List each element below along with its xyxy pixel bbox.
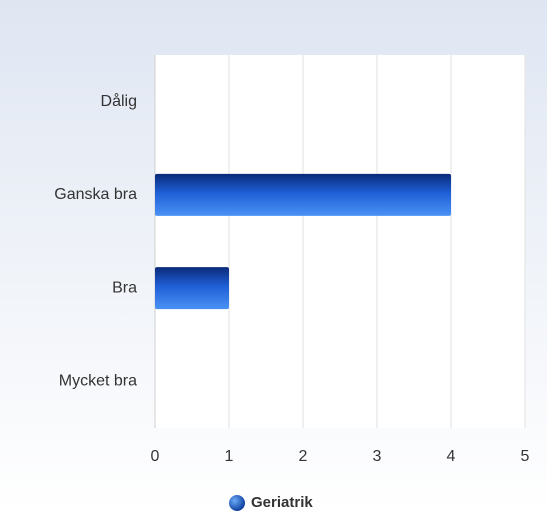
x-tick-label: 4	[447, 448, 456, 465]
y-tick-label: Ganska bra	[54, 186, 137, 203]
x-tick-label: 5	[521, 448, 530, 465]
y-tick-label: Dålig	[101, 92, 137, 110]
y-tick-label: Mycket bra	[59, 373, 137, 390]
x-tick-label: 0	[151, 448, 160, 465]
bar	[155, 267, 229, 310]
bar	[155, 173, 451, 216]
legend-label: Geriatrik	[251, 494, 313, 511]
x-tick-label: 2	[299, 448, 308, 465]
x-tick-label: 3	[373, 448, 382, 465]
plot-area	[155, 55, 525, 428]
y-tick-label: Bra	[112, 279, 137, 296]
x-tick-label: 1	[225, 448, 234, 465]
legend-marker	[229, 495, 245, 511]
